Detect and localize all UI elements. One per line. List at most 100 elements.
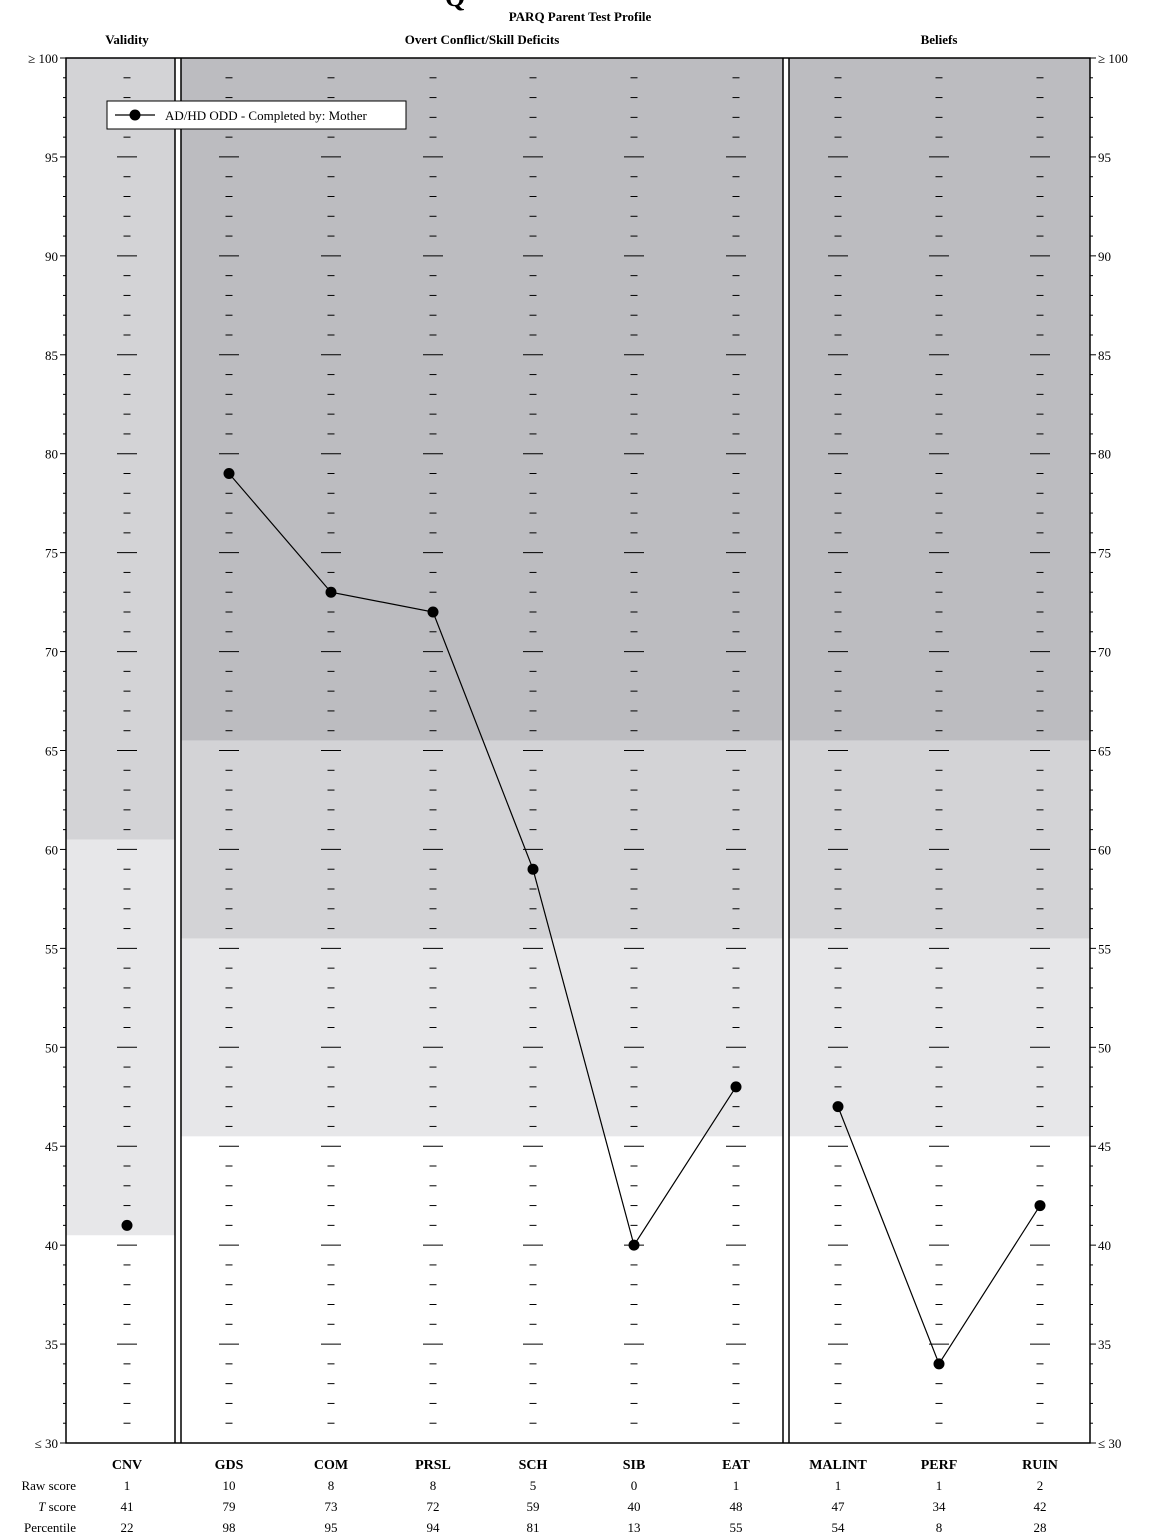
- y-tick-label-left: 70: [45, 645, 58, 660]
- series-line-segment-0: [228, 473, 737, 1247]
- legend: AD/HD ODD - Completed by: Mother: [106, 100, 407, 130]
- clinical-band-1-0: [789, 58, 1090, 741]
- score-value: 10: [223, 1478, 236, 1493]
- y-tick-label-right: 40: [1098, 1238, 1111, 1253]
- score-value: 72: [427, 1499, 440, 1514]
- scale-label-perf: PERF: [921, 1458, 958, 1473]
- legend-marker: [129, 109, 141, 121]
- score-value: 55: [730, 1520, 743, 1535]
- y-tick-label-left: 95: [45, 150, 58, 165]
- score-row-label-0: Raw score: [21, 1478, 76, 1493]
- data-point-cnv: [121, 1219, 133, 1231]
- score-value: 48: [730, 1499, 743, 1514]
- scale-label-sib: SIB: [623, 1458, 646, 1473]
- score-value: 34: [933, 1499, 947, 1514]
- clinical-band-0-1: [181, 740, 783, 939]
- y-tick-label-left: 90: [45, 249, 58, 264]
- scale-label-cnv: CNV: [112, 1458, 142, 1473]
- data-point-gds: [223, 468, 235, 479]
- score-row-label-2: Percentile: [24, 1520, 76, 1535]
- y-tick-label-right: 70: [1098, 645, 1111, 660]
- score-value: 5: [530, 1478, 537, 1493]
- section-header-2: Beliefs: [921, 32, 958, 47]
- scale-label-com: COM: [314, 1458, 348, 1473]
- y-tick-label-left: ≤ 30: [35, 1436, 58, 1451]
- score-row-label-1: T score: [38, 1499, 76, 1514]
- score-value: 79: [223, 1499, 236, 1514]
- scale-label-ruin: RUIN: [1022, 1458, 1058, 1473]
- score-value: 81: [527, 1520, 540, 1535]
- y-tick-label-right: 75: [1098, 546, 1111, 561]
- y-tick-label-right: 50: [1098, 1040, 1111, 1055]
- y-tick-label-right: 55: [1098, 941, 1111, 956]
- data-point-perf: [933, 1358, 945, 1370]
- score-value: 13: [628, 1520, 641, 1535]
- y-tick-label-left: 45: [45, 1139, 58, 1154]
- score-value: 8: [936, 1520, 943, 1535]
- y-tick-label-left: 35: [45, 1337, 58, 1352]
- legend-label: AD/HD ODD - Completed by: Mother: [165, 108, 368, 123]
- validity-band-1: [66, 839, 175, 1236]
- data-point-eat: [730, 1081, 742, 1093]
- scale-label-eat: EAT: [722, 1458, 750, 1473]
- section-header-0: Validity: [105, 32, 149, 47]
- score-value: 42: [1034, 1499, 1047, 1514]
- chart-title: PARQ Parent Test Profile: [509, 9, 652, 24]
- score-value: 1: [124, 1478, 131, 1493]
- data-point-sib: [628, 1239, 640, 1251]
- score-value: 94: [427, 1520, 441, 1535]
- data-point-sch: [527, 863, 539, 875]
- y-tick-label-left: ≥ 100: [28, 51, 58, 66]
- score-value: 22: [121, 1520, 134, 1535]
- y-tick-label-left: 55: [45, 941, 58, 956]
- score-value: 1: [835, 1478, 842, 1493]
- clinical-band-1-1: [789, 740, 1090, 939]
- y-tick-label-left: 50: [45, 1040, 58, 1055]
- title-cutoff-glyph: Q: [445, 0, 465, 12]
- score-value: 73: [325, 1499, 338, 1514]
- y-tick-label-left: 40: [45, 1238, 58, 1253]
- data-point-ruin: [1034, 1200, 1046, 1212]
- y-tick-label-right: 85: [1098, 348, 1111, 363]
- y-tick-label-left: 60: [45, 842, 58, 857]
- score-value: 0: [631, 1478, 638, 1493]
- score-value: 2: [1037, 1478, 1044, 1493]
- y-tick-label-right: 90: [1098, 249, 1111, 264]
- score-value: 98: [223, 1520, 236, 1535]
- score-value: 40: [628, 1499, 641, 1514]
- y-tick-label-right: 45: [1098, 1139, 1111, 1154]
- section-header-1: Overt Conflict/Skill Deficits: [405, 32, 560, 47]
- clinical-band-0-0: [181, 58, 783, 741]
- score-value: 1: [936, 1478, 943, 1493]
- y-tick-label-right: 65: [1098, 744, 1111, 759]
- data-point-malint: [832, 1101, 844, 1113]
- y-tick-label-right: 60: [1098, 842, 1111, 857]
- data-point-com: [325, 586, 337, 598]
- y-tick-label-left: 80: [45, 447, 58, 462]
- scale-label-gds: GDS: [215, 1458, 244, 1473]
- validity-band-0: [66, 58, 175, 840]
- y-tick-label-right: ≤ 30: [1098, 1436, 1121, 1451]
- score-value: 54: [832, 1520, 846, 1535]
- data-point-prsl: [427, 606, 439, 618]
- scale-label-sch: SCH: [519, 1458, 548, 1473]
- y-tick-label-left: 85: [45, 348, 58, 363]
- y-tick-label-left: 65: [45, 744, 58, 759]
- score-value: 59: [527, 1499, 540, 1514]
- score-value: 1: [733, 1478, 740, 1493]
- y-tick-label-right: 95: [1098, 150, 1111, 165]
- y-tick-label-right: 35: [1098, 1337, 1111, 1352]
- y-tick-label-left: 75: [45, 546, 58, 561]
- scale-label-malint: MALINT: [809, 1458, 867, 1473]
- score-value: 41: [121, 1499, 134, 1514]
- scale-label-prsl: PRSL: [415, 1458, 451, 1473]
- y-tick-label-right: ≥ 100: [1098, 51, 1128, 66]
- y-tick-label-right: 80: [1098, 447, 1111, 462]
- score-value: 8: [328, 1478, 335, 1493]
- score-value: 8: [430, 1478, 437, 1493]
- score-value: 95: [325, 1520, 338, 1535]
- series-line-segment-1: [837, 1106, 1041, 1366]
- clinical-band-0-2: [181, 938, 783, 1137]
- legend-box: [106, 100, 407, 130]
